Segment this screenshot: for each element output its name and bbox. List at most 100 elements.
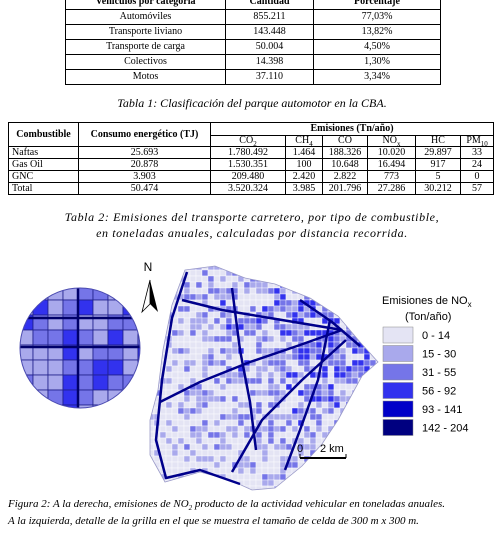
map-cell xyxy=(237,401,245,409)
map-cell xyxy=(291,281,299,289)
map-cell xyxy=(369,311,377,319)
map-cell xyxy=(345,431,353,439)
map-cell xyxy=(267,371,275,379)
map-cell xyxy=(273,359,281,367)
grid-cell xyxy=(92,299,109,316)
map-cell xyxy=(315,485,323,490)
map-cell xyxy=(177,437,185,445)
map-cell xyxy=(375,395,378,403)
map-cell xyxy=(375,479,378,487)
map-cell xyxy=(159,311,167,319)
map-cell xyxy=(363,449,371,457)
map-cell xyxy=(171,353,179,361)
map-cell xyxy=(150,437,155,445)
map-cell xyxy=(171,275,179,283)
map-cell xyxy=(237,437,245,445)
map-cell xyxy=(243,287,251,295)
map-cell xyxy=(273,341,281,349)
header-row: Combustible Consumo energético (TJ) Emisio… xyxy=(8,122,495,147)
map-cell xyxy=(243,341,251,349)
map-cell xyxy=(357,287,365,295)
map-cell xyxy=(177,377,185,385)
map-cell xyxy=(327,407,335,415)
map-cell xyxy=(159,317,167,325)
map-cell xyxy=(195,371,203,379)
map-cell xyxy=(291,365,299,373)
map-cell xyxy=(237,305,245,313)
map-cell xyxy=(165,431,173,439)
map-cell xyxy=(195,485,203,490)
map-cell xyxy=(327,287,335,295)
map-cell xyxy=(213,389,221,397)
map-cell xyxy=(219,347,227,355)
map-cell xyxy=(225,359,233,367)
map-cell xyxy=(159,323,167,331)
map-cell xyxy=(213,293,221,301)
map-cell xyxy=(255,269,263,277)
map-cell xyxy=(363,455,371,463)
map-cell xyxy=(177,323,185,331)
pollutant-name: CO xyxy=(239,135,254,146)
grid-cell xyxy=(107,329,124,346)
table-cell: 3,34% xyxy=(313,69,441,85)
map-cell xyxy=(345,389,353,397)
map-cell xyxy=(297,473,305,481)
map-cell xyxy=(150,467,155,475)
map-cell xyxy=(273,431,281,439)
map-cell xyxy=(285,293,293,301)
map-cell xyxy=(150,419,155,427)
map-cell xyxy=(321,413,329,421)
map-cell xyxy=(213,437,221,445)
map-cell xyxy=(231,395,239,403)
map-cell xyxy=(333,395,341,403)
map-cell xyxy=(351,449,359,457)
map-cell xyxy=(273,485,281,490)
map-cell xyxy=(219,467,227,475)
caption-text: Figura 2: A la derecha, emisiones de NO xyxy=(8,498,189,510)
map-cell xyxy=(345,293,353,301)
map-cell xyxy=(333,479,341,487)
grid-cell xyxy=(62,374,79,391)
map-cell xyxy=(315,395,323,403)
map-cell xyxy=(183,323,191,331)
map-cell xyxy=(339,467,347,475)
map-cell xyxy=(351,419,359,427)
map-cell xyxy=(327,401,335,409)
map-cell xyxy=(351,425,359,433)
map-cell xyxy=(261,281,269,289)
map-cell xyxy=(345,425,353,433)
map-cell xyxy=(357,455,365,463)
map-cell xyxy=(183,479,191,487)
map-cell xyxy=(303,266,311,271)
map-cell xyxy=(177,353,185,361)
map-cell xyxy=(273,299,281,307)
map-cell xyxy=(345,449,353,457)
map-cell xyxy=(261,329,269,337)
map-cell xyxy=(195,311,203,319)
map-cell xyxy=(189,287,197,295)
map-cell xyxy=(309,269,317,277)
map-cell xyxy=(363,407,371,415)
map-cell xyxy=(333,275,341,283)
map-cell xyxy=(339,311,347,319)
map-cell xyxy=(171,479,179,487)
map-cell xyxy=(357,413,365,421)
map-cell xyxy=(279,419,287,427)
map-cell xyxy=(255,317,263,325)
map-cell xyxy=(261,299,269,307)
map-cell xyxy=(165,461,173,469)
map-cell xyxy=(243,335,251,343)
map-cell xyxy=(255,401,263,409)
map-cell xyxy=(363,413,371,421)
map-cell xyxy=(309,311,317,319)
map-cell xyxy=(303,311,311,319)
map-cell xyxy=(345,473,353,481)
map-cell xyxy=(213,383,221,391)
map-cell xyxy=(327,359,335,367)
map-cell xyxy=(255,323,263,331)
map-cell xyxy=(195,401,203,409)
map-cell xyxy=(297,383,305,391)
map-cell xyxy=(363,305,371,313)
map-cell xyxy=(327,467,335,475)
